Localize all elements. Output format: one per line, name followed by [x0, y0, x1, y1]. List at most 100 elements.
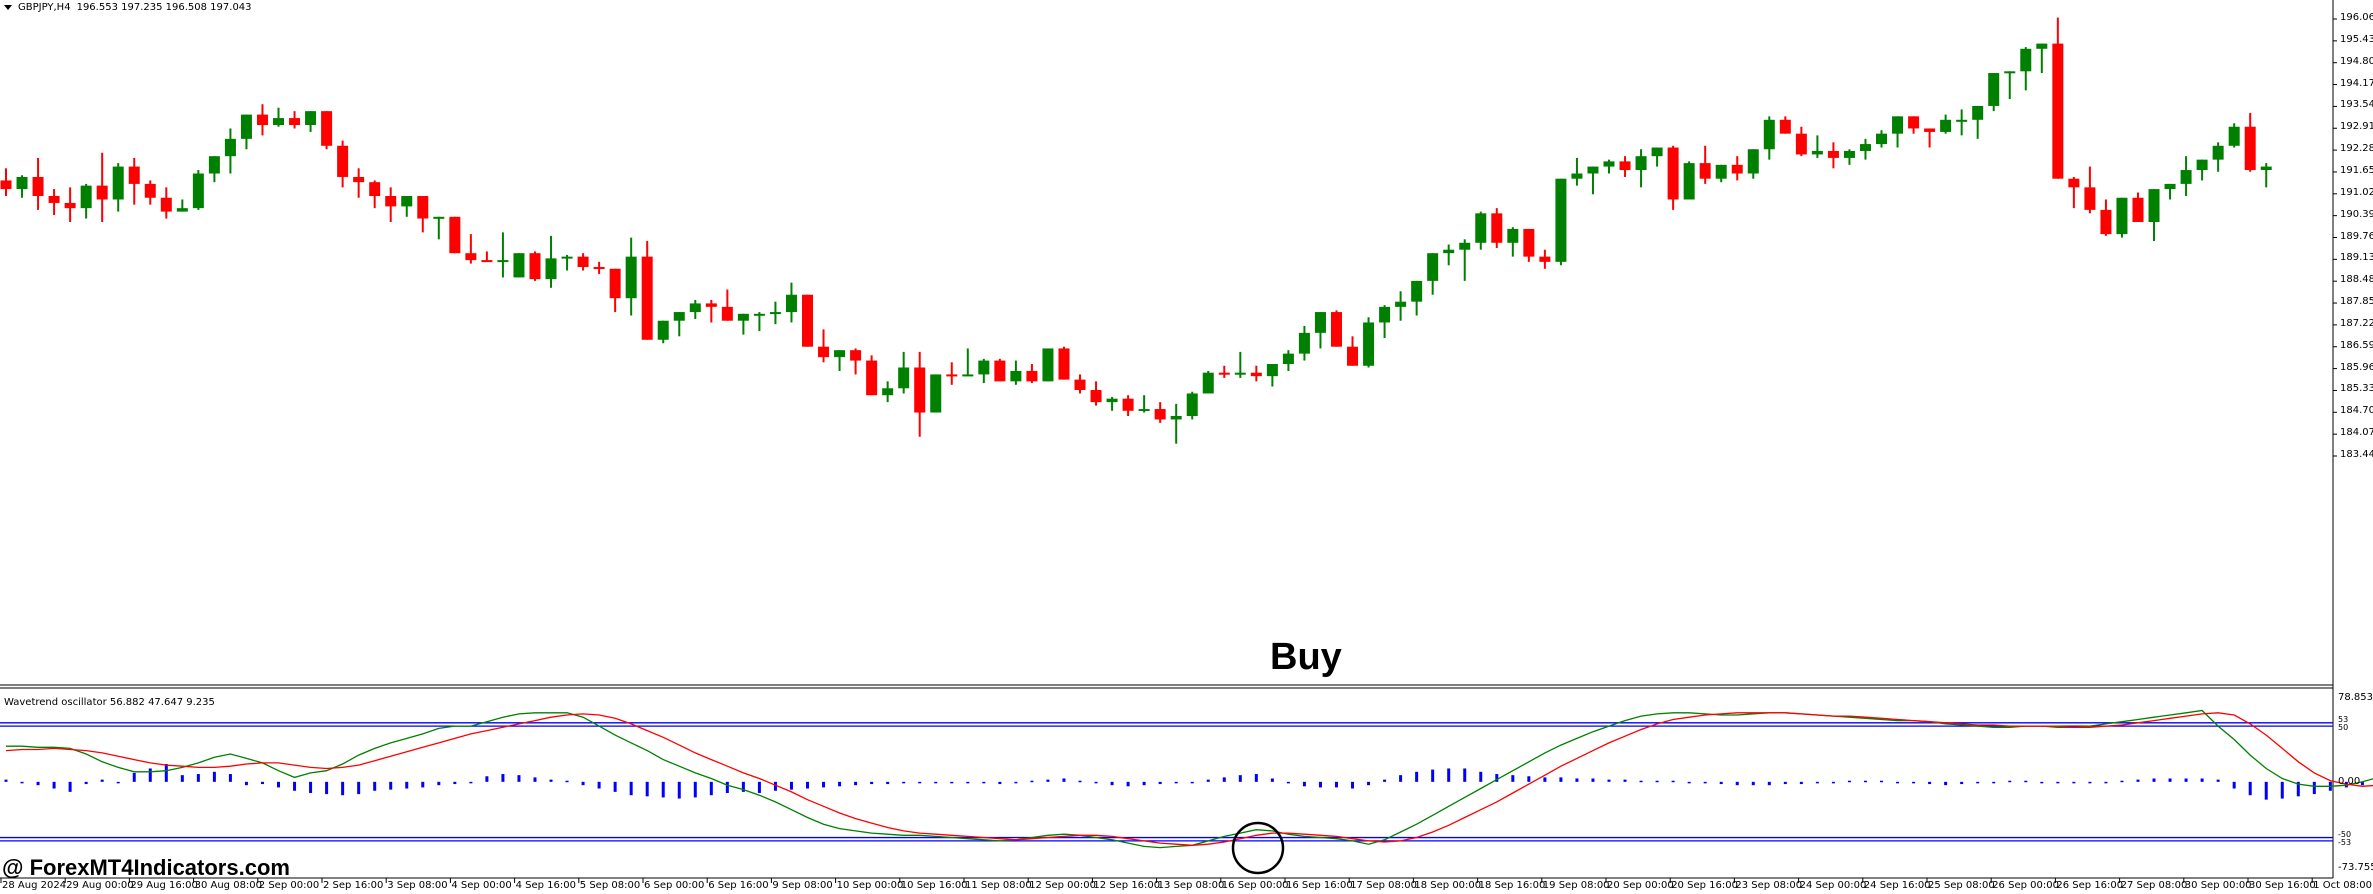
histogram-bar	[1190, 781, 1194, 784]
candle-body	[240, 114, 252, 139]
candle-body	[1282, 353, 1294, 365]
histogram-bar	[1719, 781, 1723, 785]
indicator-title: Wavetrend oscillator 56.882 47.647 9.235	[4, 697, 215, 708]
candle-body	[1539, 256, 1551, 262]
candle-body	[64, 202, 76, 209]
histogram-bar	[1831, 781, 1835, 784]
indicator-tick-label: 78.853	[2338, 692, 2373, 703]
histogram-bar	[1863, 780, 1867, 783]
histogram-bar	[1799, 781, 1803, 785]
histogram-bar	[661, 781, 665, 798]
candle-body	[1587, 166, 1599, 174]
candle-body	[256, 114, 268, 126]
histogram-bar	[1559, 777, 1563, 782]
histogram-bar	[1815, 781, 1819, 784]
candle-body	[497, 260, 509, 263]
histogram-bar	[164, 764, 168, 782]
candle-body	[1395, 301, 1407, 307]
time-tick-label: 2 Sep 16:00	[323, 880, 384, 891]
histogram-bar	[629, 781, 633, 796]
histogram-bar	[1174, 781, 1178, 784]
candle-body	[545, 258, 557, 280]
candle-body	[144, 183, 156, 198]
price-tick-label: 187.855	[2340, 296, 2373, 308]
time-tick-label: 10 Sep 16:00	[900, 880, 968, 891]
candle-body	[1074, 379, 1086, 391]
histogram-bar	[2056, 781, 2060, 784]
candle-body	[1363, 322, 1375, 366]
candle-body	[978, 360, 990, 375]
candle-body	[465, 253, 477, 261]
candle-body	[1571, 173, 1583, 179]
candle-body	[176, 208, 188, 212]
candle-body	[1058, 348, 1070, 380]
histogram-bar	[1383, 779, 1387, 782]
histogram-bar	[1270, 778, 1274, 782]
price-tick-label: 184.075	[2340, 427, 2373, 439]
candle-body	[1859, 144, 1871, 151]
histogram-bar	[2088, 781, 2092, 784]
candle-body	[2052, 43, 2064, 179]
candle-body	[673, 312, 685, 321]
histogram-bar	[36, 781, 40, 786]
histogram-bar	[1591, 778, 1595, 782]
candle-body	[1523, 228, 1535, 257]
histogram-bar	[100, 779, 104, 782]
candle-body	[802, 294, 813, 347]
histogram-bar	[132, 772, 136, 782]
candle-body	[1010, 370, 1022, 382]
histogram-bar	[725, 781, 729, 793]
candle-body	[1699, 163, 1711, 179]
candle-body	[1667, 147, 1679, 200]
candle-body	[128, 166, 140, 184]
histogram-bar	[1479, 771, 1483, 782]
histogram-bar	[68, 781, 72, 792]
candle-body	[2260, 166, 2272, 171]
candle-body	[962, 374, 974, 377]
histogram-bar	[325, 781, 329, 795]
histogram-bar	[1912, 781, 1916, 784]
histogram-bar	[1447, 768, 1451, 782]
wt2-line	[5, 712, 2373, 846]
candle-body	[48, 196, 60, 203]
histogram-bar	[1687, 781, 1691, 784]
price-tick-label: 189.760	[2340, 230, 2373, 242]
candle-body	[1747, 149, 1759, 174]
histogram-bar	[2200, 778, 2204, 782]
histogram-bar	[2264, 781, 2268, 800]
histogram-bar	[533, 777, 537, 782]
candle-body	[80, 185, 92, 209]
candle-body	[930, 374, 942, 413]
histogram-bar	[1928, 781, 1932, 785]
histogram-bar	[1415, 771, 1419, 782]
histogram-bar	[1783, 781, 1787, 785]
histogram-bar	[2248, 781, 2252, 796]
histogram-bar	[581, 781, 585, 786]
histogram-bar	[1030, 780, 1034, 783]
candle-body	[2068, 178, 2080, 188]
candle-body	[112, 166, 124, 200]
time-tick-label: 29 Aug 00:00	[66, 880, 134, 891]
candle-body	[577, 256, 589, 268]
histogram-bar	[485, 776, 489, 782]
histogram-bar	[1222, 777, 1226, 782]
time-tick-label: 6 Sep 00:00	[644, 880, 705, 891]
candle-body	[1122, 398, 1134, 411]
histogram-bar	[2184, 778, 2188, 782]
candle-body	[2180, 170, 2192, 184]
dropdown-arrow-icon[interactable]	[4, 5, 12, 10]
time-tick-label: 3 Sep 08:00	[387, 880, 448, 891]
time-tick-label: 17 Sep 08:00	[1350, 880, 1417, 891]
candle-body	[1635, 156, 1647, 171]
candle-body	[561, 256, 573, 259]
histogram-bar	[1960, 781, 1964, 785]
time-tick-label: 4 Sep 16:00	[515, 880, 576, 891]
candle-body	[2004, 71, 2016, 74]
histogram-bar	[357, 781, 361, 795]
histogram-bar	[517, 775, 521, 782]
histogram-bar	[196, 774, 200, 782]
symbol-timeframe: GBPJPY,H4	[18, 2, 71, 13]
histogram-bar	[1575, 778, 1579, 782]
